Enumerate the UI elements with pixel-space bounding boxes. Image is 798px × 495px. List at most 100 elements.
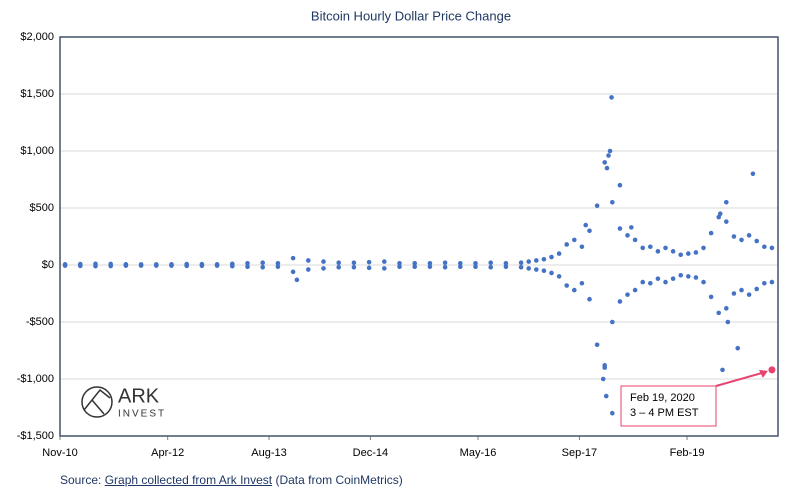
point: [708, 294, 714, 300]
logo-circle: [81, 386, 113, 418]
point: [604, 165, 610, 171]
point: [556, 274, 562, 279]
point: [275, 264, 281, 270]
point: [306, 258, 311, 263]
point: [412, 260, 418, 266]
point: [336, 264, 342, 270]
point: [556, 251, 562, 256]
plot-frame: [59, 36, 779, 437]
point: [594, 342, 600, 348]
point: [564, 242, 570, 247]
chart-title: Bitcoin Hourly Dollar Price Change: [311, 8, 511, 23]
x-tick-label: May-16: [460, 447, 497, 459]
point: [275, 260, 281, 266]
point: [526, 259, 532, 264]
point: [693, 250, 699, 255]
point: [708, 230, 714, 236]
point: [214, 263, 220, 268]
x-tick-label: Feb-19: [670, 447, 705, 459]
point: [351, 260, 357, 266]
point: [518, 264, 524, 270]
point: [693, 275, 699, 280]
point: [397, 260, 402, 266]
point: [541, 257, 547, 262]
point: [670, 249, 676, 254]
point: [488, 260, 494, 266]
point: [534, 267, 539, 272]
point: [503, 260, 509, 266]
point: [600, 376, 606, 382]
point: [260, 260, 265, 266]
point: [290, 255, 296, 261]
x-tick-label: Aug-13: [251, 447, 286, 459]
y-tick-label: $1,000: [20, 145, 54, 157]
point: [629, 225, 634, 230]
y-tick-label: $0: [42, 259, 54, 271]
point: [473, 260, 478, 266]
point: [739, 237, 744, 243]
logo-sub: INVEST: [118, 409, 166, 420]
point: [724, 306, 729, 311]
annotation-text: Feb 19, 2020: [630, 392, 695, 404]
point: [769, 245, 775, 251]
logo-name: ARK: [118, 385, 160, 407]
point: [678, 252, 684, 258]
point: [762, 280, 767, 286]
point: [579, 280, 585, 286]
source-link[interactable]: Graph collected from Ark Invest: [104, 473, 273, 487]
y-tick-label: $1,500: [20, 88, 54, 100]
point: [549, 270, 554, 276]
point: [724, 219, 729, 224]
point: [625, 292, 630, 297]
point: [336, 260, 342, 266]
point: [655, 249, 661, 254]
point: [609, 95, 614, 100]
point: [518, 260, 524, 266]
point: [412, 264, 418, 270]
point: [678, 272, 684, 278]
point: [607, 148, 613, 154]
point: [541, 268, 547, 274]
point: [579, 244, 585, 250]
point: [290, 269, 296, 275]
point: [351, 264, 357, 270]
point: [762, 244, 767, 250]
point: [245, 260, 250, 266]
point: [617, 226, 623, 231]
y-tick-label: -$1,500: [17, 430, 54, 442]
point: [717, 211, 723, 216]
point: [229, 263, 235, 269]
point: [640, 279, 646, 285]
point: [93, 263, 98, 269]
point: [138, 263, 144, 268]
point: [746, 233, 752, 238]
point: [720, 367, 725, 373]
point: [663, 279, 668, 285]
point: [397, 264, 402, 270]
y-tick-label: $2,000: [20, 31, 54, 43]
y-tick-label: -$500: [26, 316, 54, 328]
x-tick-label: Nov-10: [42, 447, 77, 459]
x-tick-label: Sep-17: [562, 447, 597, 459]
point: [526, 266, 532, 271]
annotation-text: 3 – 4 PM EST: [630, 407, 699, 419]
point: [754, 286, 760, 292]
point: [306, 267, 311, 272]
point: [701, 245, 706, 251]
point: [184, 263, 189, 269]
point: [648, 244, 653, 250]
point: [610, 200, 615, 205]
point: [62, 263, 68, 268]
point: [260, 264, 265, 270]
point: [294, 277, 300, 283]
point: [754, 238, 760, 244]
point: [77, 263, 83, 269]
source: Source: Graph collected from Ark Invest …: [60, 473, 403, 487]
x-tick-label: Dec-14: [353, 447, 388, 459]
point: [572, 237, 577, 243]
y-tick-label: $500: [30, 202, 54, 214]
point: [648, 280, 653, 286]
chart: Bitcoin Hourly Dollar Price Change ARK I…: [17, 8, 779, 459]
point: [716, 310, 722, 316]
